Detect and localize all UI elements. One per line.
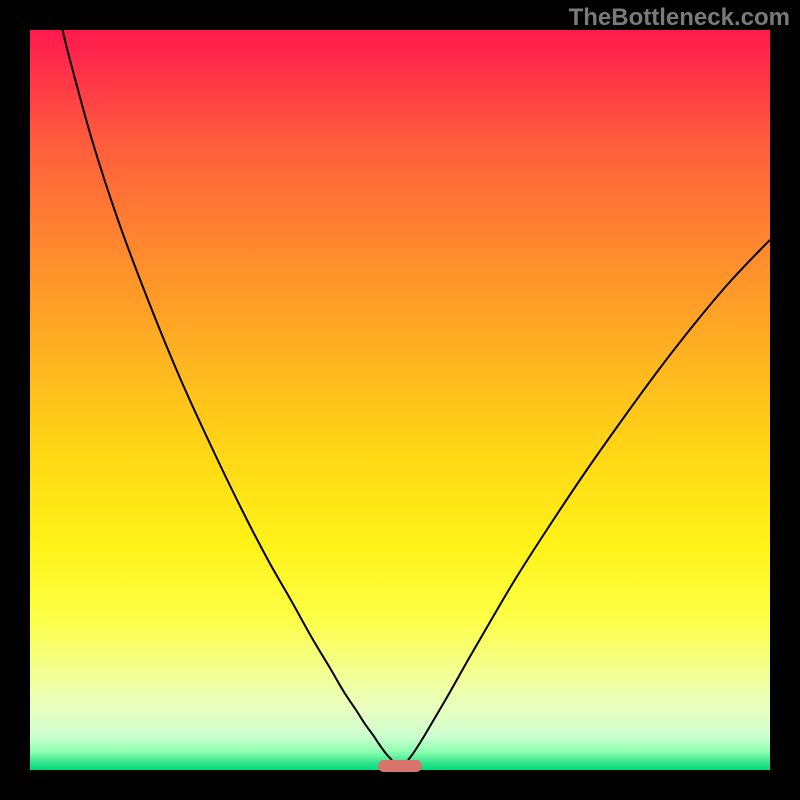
- optimal-marker: [378, 760, 422, 772]
- gradient-background: [30, 30, 770, 770]
- figure-root: TheBottleneck.com: [0, 0, 800, 800]
- bottleneck-chart: [0, 0, 800, 800]
